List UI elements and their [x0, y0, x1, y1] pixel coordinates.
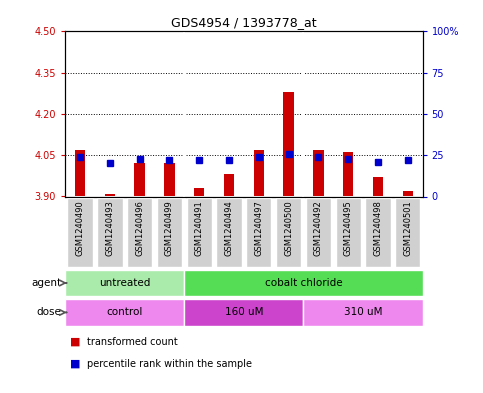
Bar — [276, 198, 301, 267]
Text: percentile rank within the sample: percentile rank within the sample — [87, 358, 252, 369]
Bar — [157, 198, 182, 267]
Bar — [65, 270, 185, 296]
Bar — [303, 299, 423, 326]
Text: agent: agent — [31, 278, 62, 288]
Bar — [185, 299, 303, 326]
Bar — [68, 198, 93, 267]
Bar — [373, 177, 383, 196]
Text: GSM1240494: GSM1240494 — [225, 200, 233, 256]
Bar — [284, 92, 294, 196]
Bar — [343, 152, 354, 196]
Bar — [134, 163, 145, 196]
Text: untreated: untreated — [99, 278, 151, 288]
Text: GSM1240497: GSM1240497 — [255, 200, 263, 256]
Bar — [224, 174, 234, 196]
Bar — [127, 198, 152, 267]
Text: ■: ■ — [70, 337, 81, 347]
Text: 160 uM: 160 uM — [225, 307, 263, 318]
Bar — [306, 198, 331, 267]
Bar — [75, 150, 85, 196]
Bar — [194, 188, 204, 196]
Text: transformed count: transformed count — [87, 337, 178, 347]
Text: GSM1240500: GSM1240500 — [284, 200, 293, 256]
Bar — [185, 270, 423, 296]
Title: GDS4954 / 1393778_at: GDS4954 / 1393778_at — [171, 16, 317, 29]
Bar — [313, 150, 324, 196]
Text: GSM1240493: GSM1240493 — [105, 200, 114, 256]
Text: GSM1240492: GSM1240492 — [314, 200, 323, 256]
Bar — [164, 163, 175, 196]
Bar — [336, 198, 361, 267]
Bar — [395, 198, 420, 267]
Bar — [97, 198, 123, 267]
Bar — [65, 299, 185, 326]
Text: cobalt chloride: cobalt chloride — [265, 278, 342, 288]
Text: GSM1240498: GSM1240498 — [373, 200, 383, 256]
Text: GSM1240496: GSM1240496 — [135, 200, 144, 256]
Text: ■: ■ — [70, 358, 81, 369]
Bar — [216, 198, 242, 267]
Bar — [254, 150, 264, 196]
Text: GSM1240491: GSM1240491 — [195, 200, 204, 256]
Bar — [246, 198, 271, 267]
Text: GSM1240499: GSM1240499 — [165, 200, 174, 256]
Bar — [105, 194, 115, 196]
Text: control: control — [107, 307, 143, 318]
Text: GSM1240501: GSM1240501 — [403, 200, 412, 256]
Bar — [402, 191, 413, 196]
Text: dose: dose — [37, 307, 62, 318]
Text: 310 uM: 310 uM — [344, 307, 383, 318]
Bar — [365, 198, 391, 267]
Text: GSM1240490: GSM1240490 — [76, 200, 85, 256]
Text: GSM1240495: GSM1240495 — [344, 200, 353, 256]
Bar — [186, 198, 212, 267]
